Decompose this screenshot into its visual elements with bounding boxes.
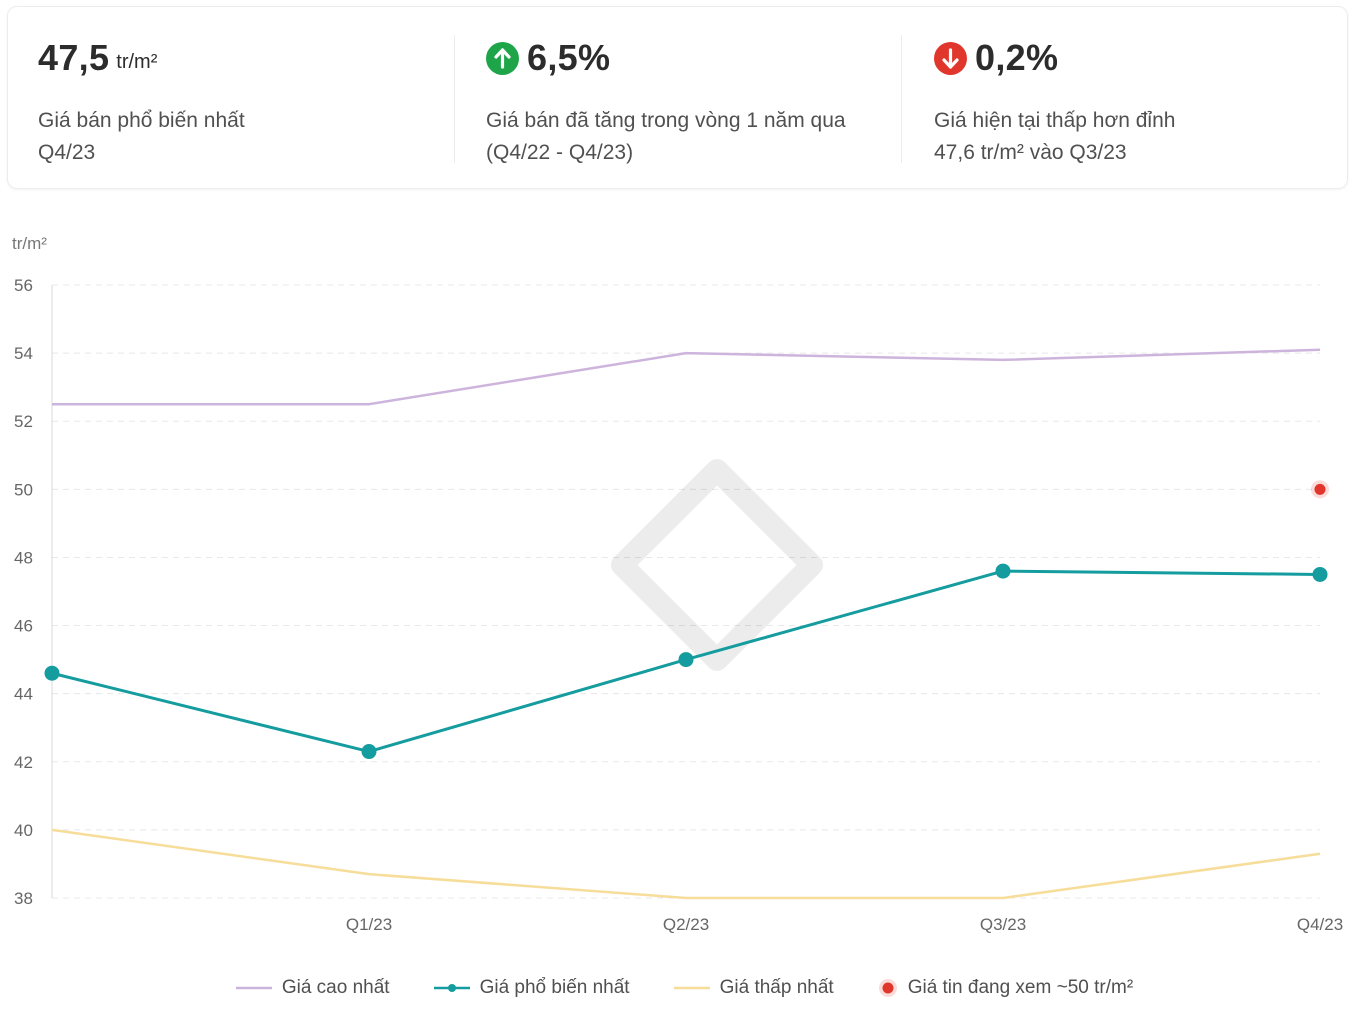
divider: [901, 35, 902, 163]
y-tick-label: 48: [14, 548, 33, 567]
stat-value: 0,2%: [975, 37, 1059, 78]
legend-label-common: Giá phổ biến nhất: [479, 977, 630, 998]
legend-item-current-listing[interactable]: Giá tin đang xem ~50 tr/m²: [878, 977, 1133, 999]
data-point-common: [678, 652, 694, 668]
series: [44, 348, 1329, 900]
legend-item-common[interactable]: Giá phổ biến nhất: [433, 977, 630, 999]
stat-head: 47,5 tr/m²: [38, 37, 157, 79]
y-tick-label: 42: [14, 753, 33, 772]
x-tick-label: Q3/23: [980, 915, 1026, 934]
arrow-down-icon: [934, 41, 967, 75]
stat-desc-line1: Giá hiện tại thấp hơn đỉnh: [934, 109, 1176, 132]
legend-swatch-current-listing: [878, 979, 897, 997]
stat-peak-diff: 0,2% Giá hiện tại thấp hơn đỉnh 47,6 tr/…: [934, 7, 1344, 190]
axes: tr/m² 38 40 42 44 46 48 50 52 54 56 Q1/23 Q2/23 Q3/23…: [12, 234, 1343, 934]
x-tick-label: Q4/23: [1297, 915, 1343, 934]
stat-desc-line1: Giá bán phổ biến nhất: [38, 109, 245, 132]
legend-swatch-min: [673, 986, 710, 990]
legend-label-current-listing: Giá tin đang xem ~50 tr/m²: [907, 977, 1134, 998]
stat-desc-line2: 47,6 tr/m² vào Q3/23: [934, 141, 1127, 164]
grid: [52, 284, 1320, 899]
stat-description: Giá bán đã tăng trong vòng 1 năm qua (Q4…: [486, 105, 846, 169]
y-tick-label: 44: [14, 685, 33, 704]
legend-label-max: Giá cao nhất: [281, 977, 390, 998]
y-tick-label: 50: [14, 480, 33, 499]
watermark-logo-icon: [611, 459, 823, 671]
stat-description: Giá hiện tại thấp hơn đỉnh 47,6 tr/m² và…: [934, 105, 1175, 169]
stat-desc-line1: Giá bán đã tăng trong vòng 1 năm qua: [486, 109, 846, 132]
stat-desc-line2: (Q4/22 - Q4/23): [486, 141, 634, 164]
stat-unit: tr/m²: [116, 50, 158, 73]
stat-common-price: 47,5 tr/m² Giá bán phổ biến nhất Q4/23: [38, 7, 448, 190]
legend-item-max[interactable]: Giá cao nhất: [235, 977, 390, 999]
y-axis-unit-label: tr/m²: [12, 234, 47, 253]
data-point-common: [1312, 566, 1328, 582]
stat-value: 6,5%: [527, 37, 611, 78]
legend-swatch-max: [235, 986, 272, 990]
y-tick-label: 56: [14, 276, 33, 295]
y-tick-label: 40: [14, 821, 33, 840]
divider: [454, 35, 455, 163]
stat-head: 6,5%: [486, 37, 610, 79]
legend-item-min[interactable]: Giá thấp nhất: [673, 977, 834, 999]
stat-head: 0,2%: [934, 37, 1058, 79]
chart-legend: Giá cao nhất Giá phổ biến nhất Giá thấp …: [0, 972, 1369, 1004]
current-listing-point: [1314, 483, 1326, 495]
x-tick-label: Q2/23: [663, 915, 709, 934]
price-line-chart: tr/m² 38 40 42 44 46 48 50 52 54 56 Q1/23 Q2/23 Q3/23…: [12, 234, 1343, 934]
arrow-up-icon: [486, 41, 519, 75]
data-point-common: [995, 563, 1011, 579]
legend-label-min: Giá thấp nhất: [719, 977, 834, 998]
y-tick-label: 54: [14, 344, 33, 363]
y-tick-label: 46: [14, 617, 33, 636]
y-tick-label: 38: [14, 889, 33, 908]
data-point-common: [44, 665, 60, 681]
stat-yearly-change: 6,5% Giá bán đã tăng trong vòng 1 năm qu…: [486, 7, 906, 190]
data-point-common: [361, 744, 377, 760]
price-stats-card: 47,5 tr/m² Giá bán phổ biến nhất Q4/23 6…: [7, 6, 1348, 189]
stat-value: 47,5: [38, 37, 110, 78]
legend-swatch-common: [433, 984, 470, 992]
series-line-min: [51, 828, 1321, 900]
stat-description: Giá bán phổ biến nhất Q4/23: [38, 105, 245, 169]
series-line-max: [52, 348, 1321, 406]
price-chart: tr/m² 38 40 42 44 46 48 50 52 54 56 Q1/23 Q2/23 Q3/23…: [0, 200, 1369, 1031]
stat-desc-line2: Q4/23: [38, 141, 96, 164]
y-tick-label: 52: [14, 412, 33, 431]
x-tick-label: Q1/23: [346, 915, 392, 934]
